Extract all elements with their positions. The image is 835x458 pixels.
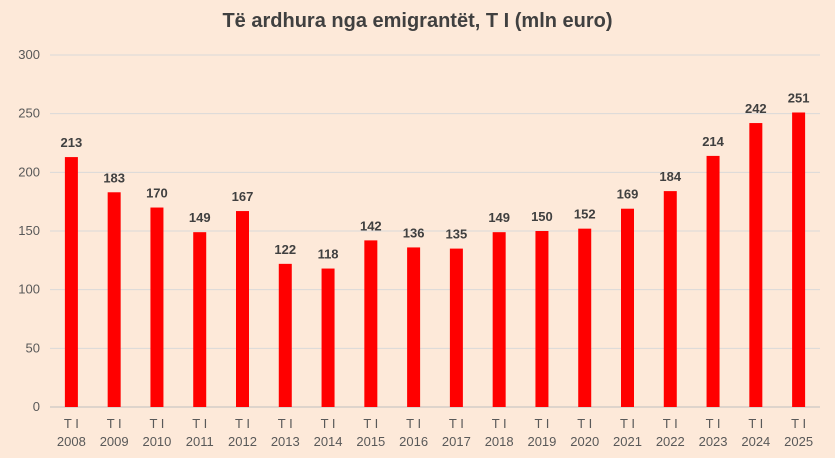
x-tick-label-quarter: T I <box>406 416 421 431</box>
data-label: 142 <box>360 218 382 233</box>
x-tick-label-quarter: T I <box>577 416 592 431</box>
y-tick-label: 300 <box>18 47 40 62</box>
x-tick-label-year: 2012 <box>228 434 257 449</box>
x-tick-label-year: 2018 <box>485 434 514 449</box>
bar <box>150 207 164 407</box>
bar <box>749 123 763 407</box>
bar <box>193 232 207 407</box>
x-tick-label-year: 2015 <box>356 434 385 449</box>
x-tick-label-year: 2010 <box>142 434 171 449</box>
x-tick-label-quarter: T I <box>107 416 122 431</box>
x-tick-label-year: 2017 <box>442 434 471 449</box>
x-tick-label-year: 2019 <box>527 434 556 449</box>
x-tick-label-quarter: T I <box>748 416 763 431</box>
x-tick-label-quarter: T I <box>321 416 336 431</box>
bar <box>535 231 549 407</box>
bar <box>792 112 806 407</box>
data-label: 152 <box>574 207 596 222</box>
bar <box>706 155 720 407</box>
y-tick-label: 50 <box>26 340 40 355</box>
data-label: 149 <box>488 210 510 225</box>
bar <box>278 263 292 407</box>
x-tick-label-year: 2009 <box>100 434 129 449</box>
y-tick-label: 0 <box>33 399 40 414</box>
data-label: 213 <box>61 135 83 150</box>
x-tick-label-quarter: T I <box>663 416 678 431</box>
x-tick-label-quarter: T I <box>149 416 164 431</box>
bar <box>449 248 463 407</box>
bar <box>364 240 378 407</box>
x-tick-label-year: 2024 <box>741 434 770 449</box>
x-tick-label-quarter: T I <box>534 416 549 431</box>
x-tick-label-quarter: T I <box>192 416 207 431</box>
data-label: 150 <box>531 209 553 224</box>
data-label: 170 <box>146 186 168 201</box>
y-tick-label: 100 <box>18 282 40 297</box>
x-tick-label-quarter: T I <box>791 416 806 431</box>
x-tick-label-year: 2025 <box>784 434 813 449</box>
data-label: 136 <box>403 225 425 240</box>
bar <box>621 208 634 407</box>
bar <box>107 192 121 407</box>
x-tick-label-year: 2020 <box>570 434 599 449</box>
data-label: 149 <box>189 210 211 225</box>
data-label: 122 <box>274 242 296 257</box>
bar <box>64 157 78 407</box>
x-tick-label-year: 2016 <box>399 434 428 449</box>
bar <box>236 211 249 407</box>
chart-title: Të ardhura nga emigrantët, T I (mln euro… <box>222 10 613 32</box>
y-tick-label: 200 <box>18 164 40 179</box>
data-label: 242 <box>745 101 767 116</box>
x-tick-label-year: 2021 <box>613 434 642 449</box>
x-tick-label-year: 2022 <box>656 434 685 449</box>
x-tick-label-quarter: T I <box>706 416 721 431</box>
data-label: 135 <box>446 227 468 242</box>
bar <box>407 247 421 407</box>
data-label: 118 <box>318 247 339 262</box>
x-tick-label-quarter: T I <box>449 416 464 431</box>
x-tick-label-year: 2008 <box>57 434 86 449</box>
x-tick-label-year: 2023 <box>699 434 728 449</box>
data-label: 251 <box>788 90 810 105</box>
x-tick-label-quarter: T I <box>492 416 507 431</box>
x-tick-label-year: 2013 <box>271 434 300 449</box>
x-tick-label-quarter: T I <box>363 416 378 431</box>
data-label: 169 <box>617 187 639 202</box>
bar <box>321 268 335 407</box>
data-label: 184 <box>659 169 681 184</box>
data-label: 183 <box>103 170 125 185</box>
y-tick-label: 250 <box>18 106 40 121</box>
data-label: 167 <box>232 189 254 204</box>
bar <box>492 232 506 407</box>
data-label: 214 <box>702 134 724 149</box>
x-tick-label-quarter: T I <box>620 416 635 431</box>
y-tick-label: 150 <box>18 223 40 238</box>
bar <box>578 228 592 407</box>
bar <box>663 191 677 407</box>
x-tick-label-quarter: T I <box>278 416 293 431</box>
x-tick-label-quarter: T I <box>64 416 79 431</box>
x-tick-label-year: 2014 <box>314 434 343 449</box>
x-tick-label-year: 2011 <box>186 434 214 449</box>
x-tick-label-quarter: T I <box>235 416 250 431</box>
